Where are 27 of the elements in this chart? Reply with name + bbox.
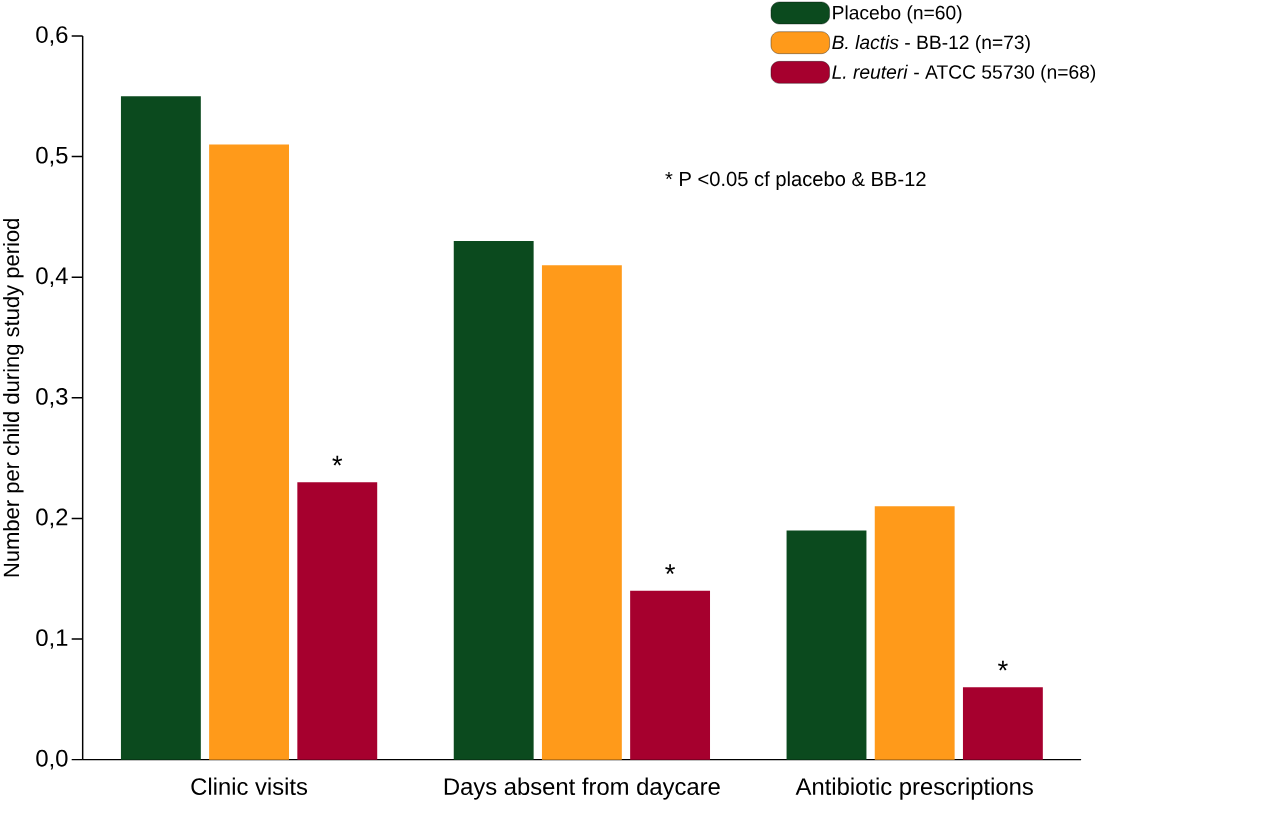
bar [630, 590, 711, 760]
legend-label: L. reuteri - ATCC 55730 (n=68) [832, 64, 1096, 83]
data-label: * [665, 564, 676, 575]
y-tick-label: 0,1 [36, 629, 68, 649]
bar [453, 241, 534, 760]
x-tick-label: Days absent from daycare [444, 777, 720, 800]
y-tick-label: 0,3 [36, 388, 68, 408]
data-label: * [997, 660, 1008, 671]
y-tick-label: 0,6 [36, 26, 68, 46]
y-axis-title: Number per child during study period [3, 219, 24, 577]
bar [120, 96, 201, 760]
y-tick-label: 0,4 [36, 267, 68, 288]
bar [297, 482, 378, 760]
bar [786, 530, 867, 760]
annotation: * P <0.05 cf placebo & BB-12 [665, 171, 926, 191]
bar [541, 265, 622, 760]
y-tick-label: 0,0 [36, 749, 68, 770]
data-label: * [332, 455, 343, 466]
legend-label: B. lactis - BB-12 (n=73) [832, 35, 1030, 54]
x-tick-label: Clinic visits [191, 777, 308, 796]
y-tick-label: 0,5 [36, 146, 68, 167]
bar [209, 144, 290, 760]
x-tick-label: Antibiotic prescriptions [795, 777, 1033, 800]
bar [874, 506, 955, 760]
y-tick-label: 0,2 [36, 508, 68, 529]
legend-label: Placebo (n=60) [833, 5, 962, 24]
bar [962, 687, 1043, 760]
